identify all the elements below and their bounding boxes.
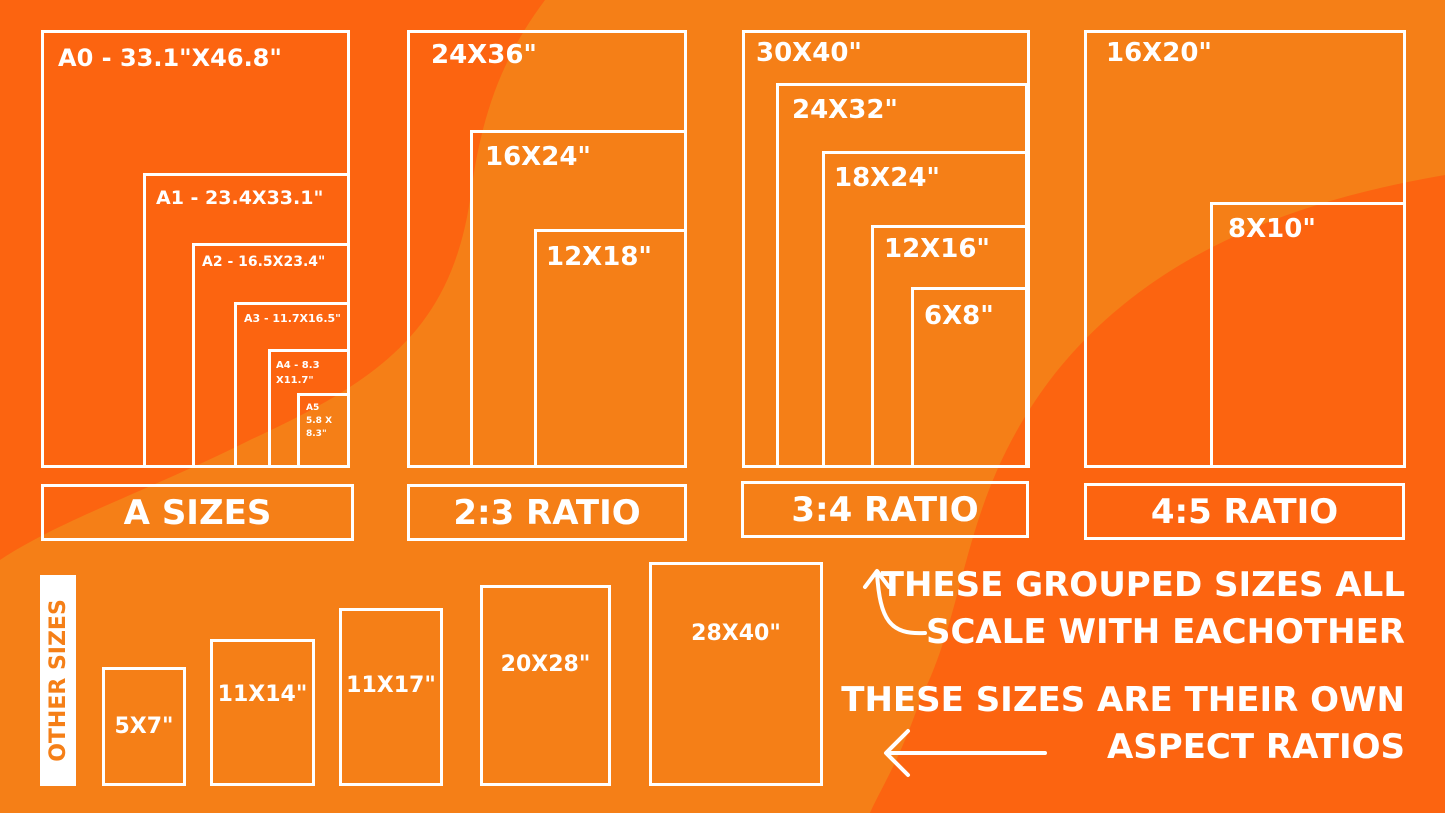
12x18-label: 12X18" <box>546 242 652 272</box>
a2-label: A2 - 16.5X23.4" <box>202 254 326 270</box>
28x40-box: 28X40" <box>649 562 823 786</box>
12x18-box <box>534 229 687 468</box>
own-note-line2: ASPECT RATIOS <box>1106 727 1405 767</box>
5x7-box: 5X7" <box>102 667 186 786</box>
4-5-ratio-caption: 4:5 RATIO <box>1084 483 1405 540</box>
a3-label: A3 - 11.7X16.5" <box>244 312 341 325</box>
20x28-box: 20X28" <box>480 585 611 786</box>
8x10-label: 8X10" <box>1228 214 1316 244</box>
6x8-label: 6X8" <box>924 301 994 331</box>
11x17-box: 11X17" <box>339 608 443 786</box>
a0-label: A0 - 33.1"X46.8" <box>58 44 282 72</box>
a5-box <box>297 393 350 468</box>
own-note-line1: THESE SIZES ARE THEIR OWN <box>841 680 1405 720</box>
grouped-note-line2: SCALE WITH EACHOTHER <box>925 612 1405 652</box>
12x16-label: 12X16" <box>884 234 990 264</box>
24x36-label: 24X36" <box>431 40 537 70</box>
a4-label: A4 - 8.3 X11.7" <box>276 360 320 386</box>
2-3-ratio-caption: 2:3 RATIO <box>407 484 687 541</box>
24x32-label: 24X32" <box>792 95 898 125</box>
16x24-label: 16X24" <box>485 142 591 172</box>
a-sizes-caption: A SIZES <box>41 484 354 541</box>
18x24-label: 18X24" <box>834 163 940 193</box>
11x14-box: 11X14" <box>210 639 315 786</box>
arrow-left-icon <box>884 729 1047 777</box>
30x40-label: 30X40" <box>756 38 862 68</box>
grouped-note-line1: THESE GROUPED SIZES ALL <box>880 565 1405 605</box>
3-4-ratio-caption: 3:4 RATIO <box>741 481 1029 538</box>
a5-label: A5 5.8 X 8.3" <box>306 403 333 439</box>
16x20-label: 16X20" <box>1106 38 1212 68</box>
other-sizes-label: OTHER SIZES <box>40 575 76 786</box>
8x10-box <box>1210 202 1406 468</box>
curved-arrow-up-icon <box>863 569 927 636</box>
a1-label: A1 - 23.4X33.1" <box>156 187 324 209</box>
6x8-box <box>911 287 1028 468</box>
